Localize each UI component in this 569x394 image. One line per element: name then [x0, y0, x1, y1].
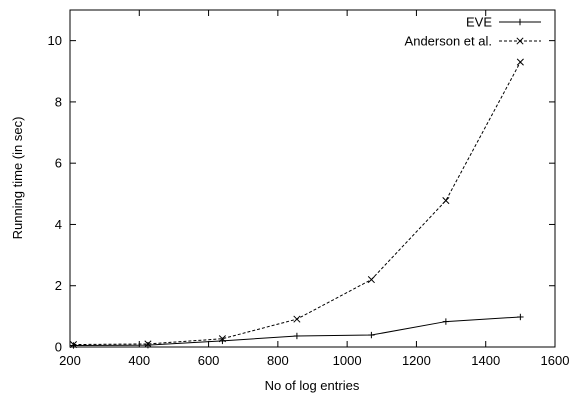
y-tick-label: 0 [55, 340, 62, 355]
legend-entry: Anderson et al. [405, 34, 541, 49]
legend-label: Anderson et al. [405, 34, 492, 49]
y-tick-label: 4 [55, 217, 62, 232]
y-tick-label: 6 [55, 156, 62, 171]
y-axis: 0 2 4 6 8 10 [48, 33, 555, 355]
data-point [70, 342, 77, 349]
data-point [517, 313, 524, 321]
x-tick-label: 800 [267, 353, 289, 368]
legend-label: EVE [466, 15, 492, 30]
legend-entry: EVE [466, 15, 541, 30]
series-layer [69, 58, 524, 349]
legend-swatch-marker [516, 37, 524, 45]
data-point [442, 318, 450, 325]
x-tick-label: 1400 [471, 353, 500, 368]
data-point-stroke [367, 276, 375, 284]
data-point-stroke [293, 315, 301, 323]
x-axis: 200 400 600 800 1000 1200 1400 1600 [59, 10, 569, 368]
data-point [293, 332, 301, 340]
data-point [144, 340, 152, 348]
data-point-stroke [69, 340, 78, 349]
legend-swatch-marker-stroke [516, 37, 524, 45]
data-point [144, 341, 152, 349]
data-point-stroke [442, 197, 450, 205]
legend: EVE Anderson et al. [405, 15, 541, 49]
data-point-stroke [144, 340, 152, 348]
data-point [367, 276, 375, 284]
x-tick-label: 200 [59, 353, 81, 368]
y-axis-title: Running time (in sec) [10, 117, 25, 240]
legend-swatch-marker [516, 18, 524, 26]
x-tick-label: 1600 [541, 353, 569, 368]
x-tick-label: 600 [198, 353, 220, 368]
data-point [293, 315, 301, 323]
data-point [516, 58, 524, 66]
series-line [73, 316, 521, 346]
plot-frame [69, 9, 556, 348]
y-tick-label: 8 [55, 94, 62, 109]
x-tick-label: 1000 [333, 353, 362, 368]
data-point [368, 331, 375, 339]
data-point-stroke [218, 335, 226, 343]
series-line [73, 61, 521, 346]
data-point [218, 335, 226, 343]
y-tick-label: 2 [55, 278, 62, 293]
data-point [69, 340, 78, 349]
data-point-stroke [516, 58, 524, 66]
x-tick-label: 400 [128, 353, 150, 368]
data-point [442, 197, 450, 205]
y-tick-label: 10 [48, 33, 62, 48]
x-axis-title: No of log entries [265, 378, 360, 393]
x-tick-label: 1200 [402, 353, 431, 368]
series-eve [70, 313, 524, 349]
series-anderson [69, 58, 524, 349]
